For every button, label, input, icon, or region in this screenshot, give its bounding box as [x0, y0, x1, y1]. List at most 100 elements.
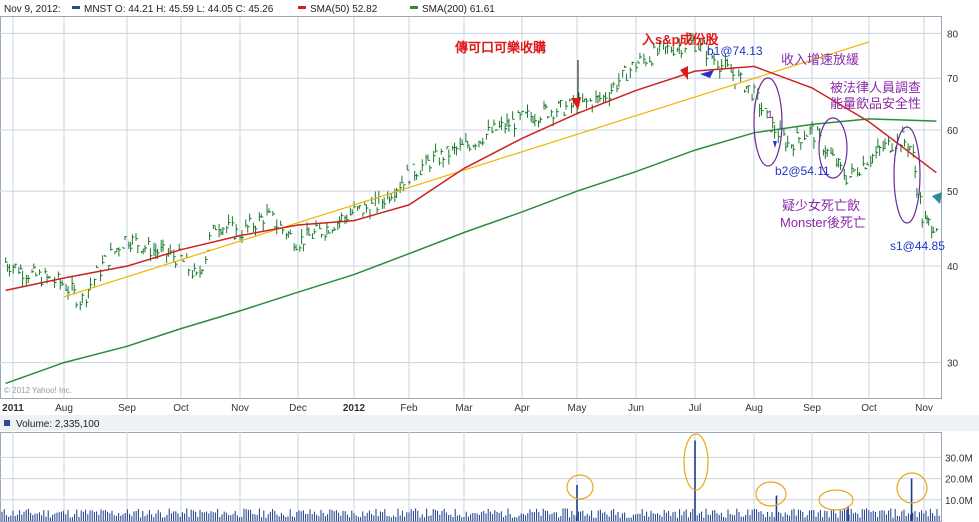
price-bar: [743, 89, 747, 93]
price-bar: [272, 210, 275, 216]
price-bar: [875, 145, 879, 159]
sma200-swatch: [410, 6, 418, 9]
price-bar: [33, 263, 36, 270]
price-bar: [909, 145, 912, 151]
price-bar: [268, 208, 271, 213]
price-bar: [637, 60, 640, 64]
price-bar: [5, 257, 8, 264]
price-bar: [260, 213, 264, 218]
vol-ellipse-sep: [818, 489, 854, 511]
vol-ellipse-oct: [896, 472, 928, 504]
x-tick-apr: Apr: [514, 403, 530, 414]
volume-y-tick-30: 30.0M: [945, 453, 973, 464]
price-bar: [680, 50, 684, 59]
price-bar: [565, 100, 568, 110]
price-bar: [61, 280, 65, 287]
price-bar: [365, 204, 369, 213]
price-bar: [879, 145, 882, 156]
x-tick-may: May: [568, 403, 587, 414]
price-bar: [383, 197, 387, 209]
price-bar: [461, 139, 465, 145]
price-bars: [5, 32, 939, 311]
price-bar: [467, 141, 470, 149]
price-bar: [491, 126, 495, 134]
x-tick-dec: Dec: [289, 403, 307, 414]
price-bar: [851, 163, 854, 175]
x-tick-jun: Jun: [628, 403, 644, 414]
annotation-investigation-1: 被法律人員調查: [830, 80, 921, 95]
price-bar: [487, 119, 491, 131]
price-bar: [351, 209, 355, 215]
price-bar: [645, 61, 648, 67]
volume-ellipses: [566, 433, 928, 511]
annotation-b1: b1@74.13: [707, 44, 763, 58]
price-bar: [71, 275, 75, 291]
price-bar: [262, 219, 266, 231]
annotation-death-2: Monster後死亡: [780, 215, 866, 230]
price-bar: [713, 52, 717, 65]
price-bar: [485, 133, 489, 140]
price-bar: [214, 226, 218, 231]
price-bar: [376, 207, 380, 213]
volume-y-axis: 10.0M 20.0M 30.0M: [945, 453, 973, 506]
price-bar: [774, 125, 777, 139]
price-bar: [684, 47, 688, 53]
price-bar: [326, 222, 329, 236]
price-bar: [783, 127, 786, 136]
price-bar: [276, 219, 279, 235]
volume-y-tick-10: 10.0M: [945, 496, 973, 507]
price-bar: [390, 193, 394, 200]
y-tick-60: 60: [947, 126, 959, 137]
price-bar: [406, 164, 410, 171]
price-bar: [811, 121, 814, 134]
header-sma200: SMA(200) 61.61: [422, 4, 495, 15]
price-bar: [629, 67, 633, 79]
price-bar: [8, 264, 12, 277]
volume-label: Volume: 2,335,100: [16, 419, 100, 430]
price-bar: [838, 157, 841, 168]
price-bar: [313, 228, 317, 235]
price-bar: [504, 123, 508, 134]
price-bar: [144, 244, 147, 253]
price-bar: [512, 111, 515, 120]
price-bar: [666, 40, 670, 54]
x-tick-mar: Mar: [455, 403, 473, 414]
price-bar: [324, 234, 328, 241]
price-bar: [612, 81, 616, 88]
price-bar: [508, 118, 511, 132]
price-bar: [659, 39, 662, 53]
price-bar: [362, 212, 365, 217]
x-tick-feb: Feb: [400, 403, 418, 414]
price-bar: [289, 229, 293, 235]
price-bar: [446, 146, 449, 150]
price-bar: [853, 169, 856, 173]
x-tick-aug: Aug: [745, 403, 763, 414]
price-bar: [586, 98, 589, 109]
price-bar: [448, 149, 451, 165]
price-bar: [804, 130, 807, 141]
price-bar: [622, 69, 625, 78]
price-bar: [704, 39, 707, 44]
price-bar: [421, 159, 425, 172]
price-bar: [401, 175, 404, 184]
price-bar: [914, 165, 918, 179]
price-bar: [212, 224, 216, 230]
price-bar: [772, 116, 775, 129]
price-bar: [427, 154, 430, 161]
price-bar: [40, 276, 44, 287]
annotation-death-1: 疑少女死亡飲: [782, 198, 860, 213]
price-bar: [832, 148, 835, 156]
volume-panel: [0, 432, 942, 522]
ellipse-oct: [893, 126, 921, 224]
price-bar: [717, 60, 720, 70]
price-bar: [884, 138, 887, 150]
price-bar: [935, 228, 939, 232]
volume-bars: [1, 440, 940, 521]
price-bar: [843, 168, 847, 180]
price-bar: [495, 129, 498, 131]
price-bar: [408, 180, 411, 185]
ohlc-swatch: [72, 6, 80, 9]
price-bar: [610, 83, 614, 95]
annotation-coke: 傳可口可樂收購: [454, 40, 546, 55]
price-bar: [692, 33, 696, 46]
